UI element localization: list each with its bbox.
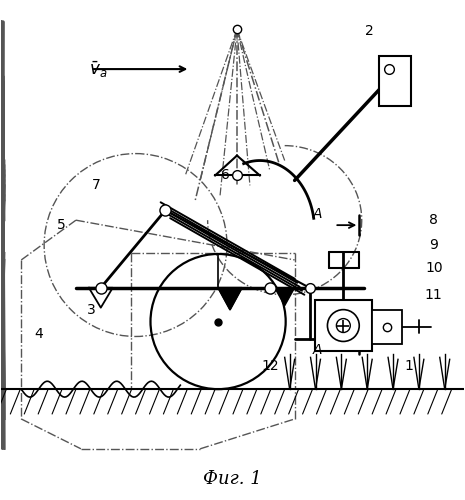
Text: 2: 2: [365, 24, 373, 38]
Text: Фиг. 1: Фиг. 1: [203, 470, 261, 488]
Text: 3: 3: [86, 302, 95, 316]
Text: 6: 6: [220, 168, 230, 182]
Text: 9: 9: [429, 238, 438, 252]
Text: $\bar{v}_a$: $\bar{v}_a$: [89, 59, 107, 80]
Polygon shape: [218, 288, 242, 310]
Text: 8: 8: [429, 213, 438, 227]
Text: A: A: [313, 344, 322, 357]
Text: 1: 1: [405, 360, 413, 374]
Text: 12: 12: [261, 360, 279, 374]
Text: A: A: [313, 207, 322, 221]
FancyBboxPatch shape: [372, 310, 402, 344]
Text: 11: 11: [425, 288, 443, 302]
Polygon shape: [275, 288, 295, 306]
FancyBboxPatch shape: [314, 300, 372, 352]
FancyBboxPatch shape: [379, 56, 411, 106]
Text: 4: 4: [35, 328, 44, 342]
Text: 5: 5: [57, 218, 66, 232]
Text: 7: 7: [92, 178, 100, 192]
Text: 10: 10: [425, 261, 443, 275]
